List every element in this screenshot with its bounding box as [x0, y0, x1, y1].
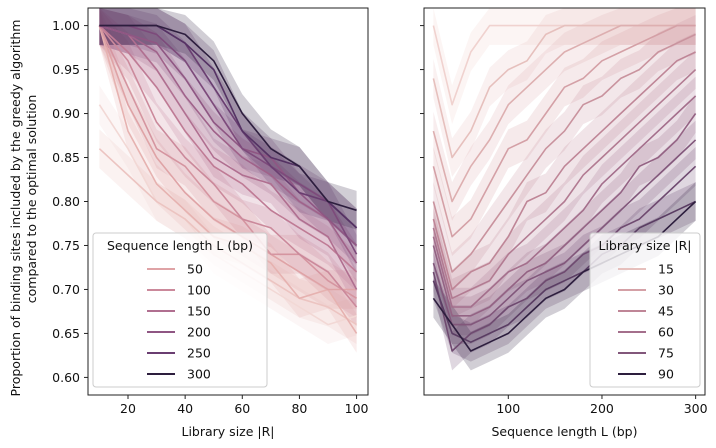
legend-label: 75: [658, 346, 674, 361]
confidence-band: [433, 147, 696, 371]
series-line: [432, 165, 697, 352]
confidence-band: [433, 8, 696, 125]
right-panel: 100 200 300 Sequence length L (bp) Library…: [420, 7, 708, 439]
legend-label: 250: [187, 346, 211, 361]
series-line: [432, 113, 697, 317]
y-tick-label: 0.85: [52, 150, 80, 165]
x-tick-label: 40: [177, 401, 193, 416]
right-legend: Library size |R| 15 30 45 60 75 90: [589, 232, 701, 388]
series-line: [432, 51, 696, 291]
x-tick-label: 100: [345, 401, 369, 416]
left-axis-ticks: 20 40 60 80 100 0.60 0.65 0.70 0.75 0.80 0.85 0.90 0…: [52, 18, 368, 416]
y-tick-label: 0.65: [52, 326, 80, 341]
x-tick-label: 300: [684, 401, 708, 416]
legend-label: 90: [658, 367, 674, 382]
series-line: [98, 25, 358, 299]
x-tick-label: 60: [234, 401, 250, 416]
left-legend-title: Sequence length L (bp): [107, 238, 253, 253]
legend-label: 60: [658, 325, 674, 340]
series-line: [99, 24, 357, 212]
x-tick-label: 100: [496, 401, 520, 416]
series-line: [99, 24, 358, 290]
legend-label: 100: [187, 283, 211, 298]
legend-label: 30: [658, 283, 674, 298]
legend-label: 15: [658, 262, 674, 277]
series-line: [99, 24, 358, 255]
confidence-band: [99, 8, 357, 309]
y-tick-label: 0.80: [52, 194, 80, 209]
right-axes-frame: [423, 7, 706, 396]
y-tick-label: 1.00: [52, 18, 80, 33]
legend-label: 150: [187, 304, 211, 319]
confidence-band: [99, 8, 357, 309]
right-legend-items: 15 30 45 60 75 90: [618, 262, 674, 382]
y-axis-title-line-1: Proportion of binding sites included by …: [8, 20, 23, 397]
series-line: [432, 200, 696, 344]
legend-label: 50: [187, 262, 203, 277]
left-legend: Sequence length L (bp) 50 100 150 200 250 300: [92, 232, 268, 388]
series-line: [432, 33, 696, 273]
confidence-band: [433, 76, 696, 327]
legend-label: 300: [187, 367, 211, 382]
confidence-band: [99, 8, 357, 353]
left-x-axis-title: Library size |R|: [182, 424, 275, 439]
confidence-band: [433, 32, 696, 309]
confidence-band: [99, 8, 357, 230]
series-line: [432, 139, 697, 326]
legend-label: 45: [658, 304, 674, 319]
right-x-axis-title: Sequence length L (bp): [491, 424, 637, 439]
series-line: [98, 25, 358, 273]
y-tick-label: 0.75: [52, 238, 80, 253]
confidence-band: [433, 94, 696, 336]
series-line: [432, 95, 697, 308]
confidence-band: [433, 15, 696, 292]
left-axes-frame: [87, 7, 369, 396]
y-tick-label: 0.95: [52, 62, 80, 77]
confidence-band: [433, 182, 696, 371]
left-legend-box: [92, 232, 268, 388]
series-line: [98, 25, 357, 291]
series-line: [432, 24, 696, 238]
series-line: [432, 24, 696, 203]
y-tick-label: 0.70: [52, 282, 80, 297]
x-tick-label: 80: [291, 401, 307, 416]
series-line: [99, 24, 358, 264]
series-line: [432, 69, 697, 300]
series-line: [99, 24, 358, 247]
confidence-band: [99, 8, 357, 292]
right-legend-title: Library size |R|: [599, 238, 692, 253]
confidence-band: [99, 85, 357, 345]
left-panel: 20 40 60 80 100 0.60 0.65 0.70 0.75 0.80 0.85 0.90 0…: [52, 7, 369, 439]
legend-label: 200: [187, 325, 211, 340]
confidence-band: [99, 8, 357, 318]
y-tick-label: 0.90: [52, 106, 80, 121]
confidence-band: [99, 8, 357, 274]
y-axis-title-line-2: compared to the optimal solution: [24, 95, 39, 304]
y-tick-label: 0.60: [52, 370, 80, 385]
series-line: [98, 25, 358, 308]
confidence-band: [433, 120, 696, 344]
confidence-band: [433, 8, 696, 256]
x-tick-label: 20: [120, 401, 136, 416]
right-axis-ticks: 100 200 300: [420, 25, 708, 416]
x-tick-label: 200: [590, 401, 614, 416]
left-legend-items: 50 100 150 200 250 300: [147, 262, 211, 382]
